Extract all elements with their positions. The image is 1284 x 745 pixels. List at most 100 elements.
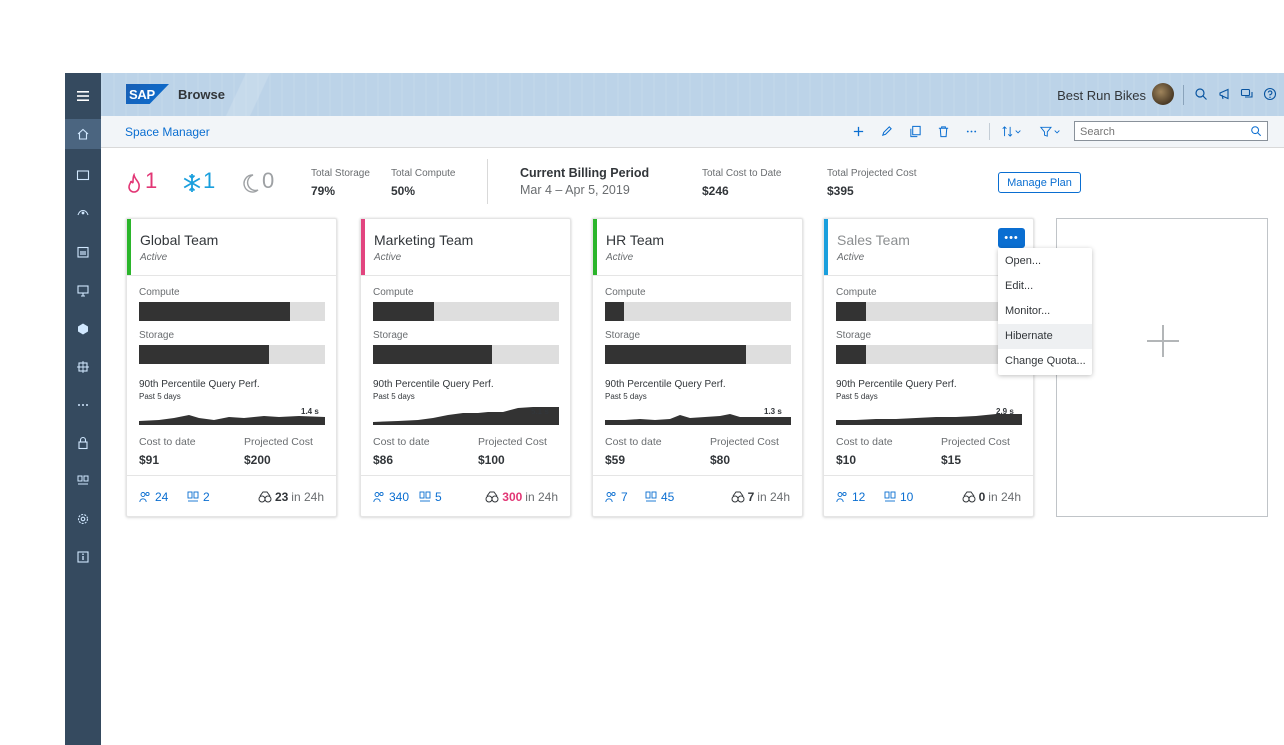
card-title[interactable]: Marketing Team xyxy=(374,232,474,248)
company-name[interactable]: Best Run Bikes xyxy=(1057,88,1146,103)
delete-icon[interactable] xyxy=(934,122,952,140)
card-title[interactable]: Global Team xyxy=(140,232,219,248)
spaces-link[interactable]: 5 xyxy=(419,490,442,504)
perf-sparkline xyxy=(139,415,325,425)
users-count: 24 xyxy=(155,490,169,504)
shell-bar: SAP Browse Best Run Bikes xyxy=(101,73,1284,116)
card-footer-divider xyxy=(593,475,802,476)
spaces-link[interactable]: 10 xyxy=(884,490,913,504)
users-icon xyxy=(373,491,384,503)
menu-item-open[interactable]: Open... xyxy=(1005,255,1042,267)
projected-cost-label: Projected Cost xyxy=(478,436,547,448)
users-icon xyxy=(605,491,616,503)
queries-24h: 7 in 24h xyxy=(731,490,790,504)
lock-icon[interactable] xyxy=(65,428,101,458)
projected-cost-value: $15 xyxy=(941,453,962,467)
help-icon[interactable] xyxy=(1263,87,1279,103)
spaces-link[interactable]: 45 xyxy=(645,490,674,504)
perf-value: 2.9 s xyxy=(996,407,1014,416)
menu-item-change-quota[interactable]: Change Quota... xyxy=(1005,355,1086,367)
perf-sparkline xyxy=(836,414,1022,425)
perf-sublabel: Past 5 days xyxy=(836,392,878,401)
projected-cost-label: Projected Cost xyxy=(941,436,1010,448)
search-input[interactable] xyxy=(1075,124,1240,140)
search-icon[interactable] xyxy=(1194,87,1210,103)
card-divider xyxy=(127,275,336,276)
storage-bar xyxy=(139,345,325,364)
search-icon[interactable] xyxy=(1250,124,1264,138)
queries-24h: 300 in 24h xyxy=(485,490,558,504)
spaces-count: 45 xyxy=(661,490,675,504)
model-icon[interactable] xyxy=(65,314,101,344)
cost-to-date-label: Cost to date xyxy=(373,436,430,448)
sort-icon[interactable] xyxy=(998,122,1026,140)
sap-logo[interactable]: SAP xyxy=(126,84,169,104)
billing-period-dates: Mar 4 – Apr 5, 2019 xyxy=(520,183,630,197)
card-title[interactable]: Sales Team xyxy=(837,232,910,248)
storage-bar-fill xyxy=(836,345,866,364)
in-24h-label: in 24h xyxy=(988,490,1021,504)
more-icon[interactable] xyxy=(65,390,101,420)
users-link[interactable]: 7 xyxy=(605,490,628,504)
search-field xyxy=(1074,121,1268,141)
hibernate-count: 0 xyxy=(262,168,275,193)
spaces-link[interactable]: 2 xyxy=(187,490,210,504)
card-divider xyxy=(824,275,1033,276)
settings-icon[interactable] xyxy=(65,504,101,534)
space-card[interactable]: Global Team Active Compute Storage 90th … xyxy=(126,218,337,517)
presentation-icon[interactable] xyxy=(65,276,101,306)
cost-to-date-value: $91 xyxy=(139,453,160,467)
compute-bar xyxy=(139,302,325,321)
card-title[interactable]: HR Team xyxy=(606,232,665,248)
menu-item-hibernate[interactable]: Hibernate xyxy=(998,324,1092,349)
calendar-icon[interactable] xyxy=(65,237,101,267)
space-card[interactable]: Marketing Team Active Compute Storage 90… xyxy=(360,218,571,517)
card-overflow-button[interactable]: ••• xyxy=(998,228,1025,248)
users-link[interactable]: 340 xyxy=(373,490,409,504)
projected-cost-value: $395 xyxy=(827,184,854,198)
discover-icon[interactable] xyxy=(65,198,101,228)
left-navigation xyxy=(65,73,101,745)
info-icon[interactable] xyxy=(65,542,101,572)
overflow-icon[interactable] xyxy=(962,122,980,140)
compute-label: Compute xyxy=(373,287,414,298)
perf-value: 1.3 s xyxy=(764,407,782,416)
projected-cost-value: $200 xyxy=(244,453,271,467)
users-link[interactable]: 24 xyxy=(139,490,168,504)
storage-bar xyxy=(605,345,791,364)
perf-sparkline xyxy=(605,414,791,425)
add-icon[interactable] xyxy=(849,122,867,140)
users-link[interactable]: 12 xyxy=(836,490,865,504)
storage-bar xyxy=(836,345,1022,364)
storage-bar-fill xyxy=(605,345,747,364)
copy-icon[interactable] xyxy=(906,122,924,140)
data-builder-icon[interactable] xyxy=(65,352,101,382)
edit-icon[interactable] xyxy=(877,122,895,140)
files-icon[interactable] xyxy=(65,160,101,190)
perf-sublabel: Past 5 days xyxy=(373,392,415,401)
status-accent xyxy=(824,219,828,275)
page-title[interactable]: Space Manager xyxy=(125,125,210,139)
users-count: 7 xyxy=(621,490,628,504)
card-context-menu: Open... Edit... Monitor... Hibernate Cha… xyxy=(998,248,1092,375)
activity-icon xyxy=(731,491,745,503)
discussion-icon[interactable] xyxy=(1240,87,1256,103)
announcement-icon[interactable] xyxy=(1218,87,1234,103)
manage-plan-button[interactable]: Manage Plan xyxy=(998,172,1081,193)
activity-icon xyxy=(485,491,499,503)
cost-to-date-label: Cost to date xyxy=(605,436,662,448)
home-icon[interactable] xyxy=(65,119,101,149)
menu-item-edit[interactable]: Edit... xyxy=(1005,280,1034,292)
cost-to-date-label: Cost to date xyxy=(836,436,893,448)
snowflake-icon xyxy=(181,172,203,194)
in-24h-label: in 24h xyxy=(525,490,558,504)
filter-icon[interactable] xyxy=(1036,122,1066,140)
menu-item-monitor[interactable]: Monitor... xyxy=(1005,305,1051,317)
compute-bar xyxy=(836,302,1022,321)
card-footer-divider xyxy=(824,475,1033,476)
space-management-icon[interactable] xyxy=(65,466,101,496)
avatar[interactable] xyxy=(1152,83,1174,105)
space-card[interactable]: HR Team Active Compute Storage 90th Perc… xyxy=(592,218,803,517)
menu-icon[interactable] xyxy=(65,81,101,111)
card-footer-divider xyxy=(361,475,570,476)
